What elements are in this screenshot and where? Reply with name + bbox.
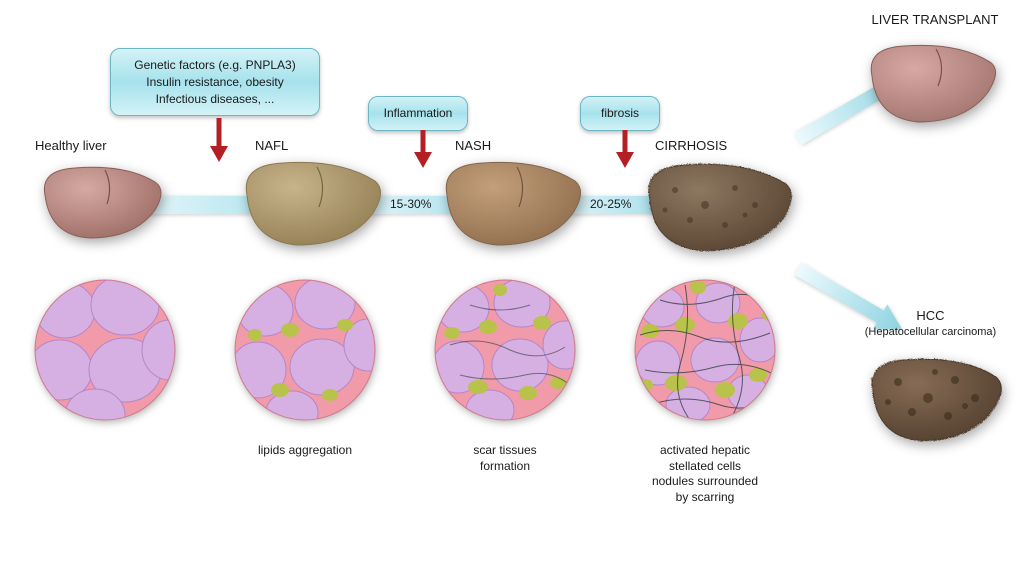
stage-label-cirrhosis: CIRRHOSIS	[655, 138, 795, 153]
red-arrow-icon	[614, 130, 636, 170]
caption-cirrhosis: activated hepaticstellated cellsnodules …	[630, 443, 780, 505]
liver-hcc	[860, 350, 1005, 445]
caption-nafl: lipids aggregation	[230, 443, 380, 459]
stage-label-nash: NASH	[455, 138, 595, 153]
histology-cirrhosis	[630, 275, 780, 425]
pct-nash: 15-30%	[390, 197, 431, 211]
callout-fibrosis: fibrosis	[580, 96, 660, 131]
callout-line: Genetic factors (e.g. PNPLA3)	[125, 57, 305, 74]
callout-genetic: Genetic factors (e.g. PNPLA3) Insulin re…	[110, 48, 320, 116]
liver-healthy	[35, 160, 165, 245]
liver-cirrhosis	[635, 155, 795, 255]
red-arrow-icon	[208, 118, 230, 164]
stage-label-nafl: NAFL	[255, 138, 395, 153]
callout-line: Insulin resistance, obesity	[125, 74, 305, 91]
outcome-transplant-label: LIVER TRANSPLANT	[855, 12, 1015, 27]
liver-transplant	[860, 38, 1000, 128]
outcome-hcc-label: HCC (Hepatocellular carcinoma)	[838, 308, 1023, 338]
pct-cirrhosis: 20-25%	[590, 197, 631, 211]
callout-line: Infectious diseases, ...	[125, 91, 305, 108]
hcc-sub: (Hepatocellular carcinoma)	[865, 326, 996, 338]
red-arrow-icon	[412, 130, 434, 170]
caption-nash: scar tissuesformation	[430, 443, 580, 474]
liver-nash	[435, 155, 585, 250]
hcc-title: HCC	[916, 308, 944, 323]
stage-label-healthy: Healthy liver	[35, 138, 175, 153]
histology-nash	[430, 275, 580, 425]
liver-nafl	[235, 155, 385, 250]
histology-nafl	[230, 275, 380, 425]
callout-inflammation: Inflammation	[368, 96, 468, 131]
histology-healthy	[30, 275, 180, 425]
